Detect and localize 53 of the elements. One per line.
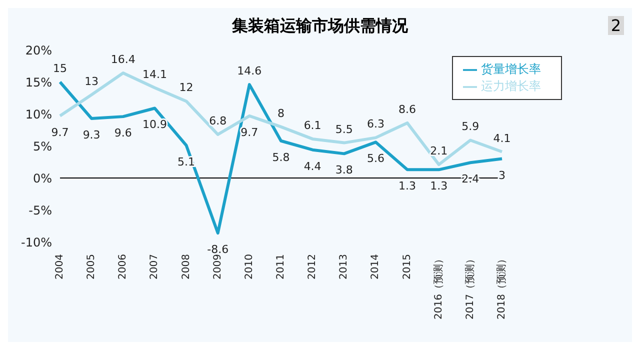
x-tick-label: 2014 [370, 254, 382, 280]
legend-label: 运力增长率 [481, 79, 541, 93]
data-label: 3.8 [335, 164, 353, 177]
data-label: 1.3 [430, 180, 448, 193]
data-label: 5.8 [272, 150, 290, 164]
y-tick-label: 20% [25, 43, 52, 58]
x-tick-label: 2012 [307, 254, 318, 280]
x-tick-label: 2005 [86, 254, 98, 280]
data-label: 5.9 [462, 120, 480, 134]
y-tick-label: 15% [25, 75, 52, 90]
data-label: 16.4 [110, 53, 136, 66]
x-tick-label: 2013 [338, 254, 350, 280]
data-label: 3 [498, 168, 506, 182]
data-label: 6.1 [304, 118, 322, 132]
data-label: 9.3 [82, 128, 100, 142]
x-tick-label: 2010 [244, 254, 255, 280]
data-label: 15 [53, 62, 67, 75]
x-tick-label: 2008 [180, 254, 192, 280]
data-label: 5.5 [335, 122, 353, 136]
data-label: 13 [84, 74, 99, 88]
x-tick-label: 2017（预测） [464, 254, 476, 320]
data-label: 12 [179, 81, 194, 94]
y-tick-label: 0% [32, 171, 52, 186]
x-tick-label: 2007 [149, 254, 160, 280]
data-label: 5.6 [366, 152, 384, 166]
data-label: 4.4 [304, 160, 322, 173]
x-tick-label: 2004 [54, 254, 66, 280]
chart-title: 集装箱运输市场供需情况 [232, 16, 408, 35]
x-tick-label: 2006 [118, 254, 129, 280]
data-label: 9.7 [240, 126, 258, 139]
data-label: 10.9 [142, 118, 167, 132]
x-tick-label: 2015 [402, 254, 413, 280]
data-label: 9.7 [51, 126, 69, 139]
data-label: 6.3 [366, 118, 384, 131]
data-label: 2.1 [430, 144, 448, 158]
x-tick-label: 2009 [212, 254, 224, 280]
data-label: 4.1 [493, 132, 511, 145]
data-label: 1.3 [398, 180, 416, 193]
data-label: 14.1 [142, 68, 167, 81]
data-label: 8.6 [398, 102, 416, 116]
x-tick-label: 2016（预测） [432, 254, 444, 320]
y-tick-label: 5% [32, 139, 52, 154]
y-tick-label: -10% [20, 235, 52, 250]
y-tick-label: -5% [28, 203, 52, 218]
data-label: 9.6 [114, 126, 132, 140]
text: 2 [608, 16, 624, 35]
legend-label: 货量增长率 [481, 62, 541, 76]
x-tick-label: 2018（预测） [496, 254, 508, 320]
y-tick-label: 10% [25, 107, 52, 122]
data-label: 14.6 [237, 64, 262, 78]
data-label: 6.8 [209, 114, 227, 128]
data-label: 8 [278, 106, 284, 120]
x-tick-label: 2011 [276, 254, 286, 280]
